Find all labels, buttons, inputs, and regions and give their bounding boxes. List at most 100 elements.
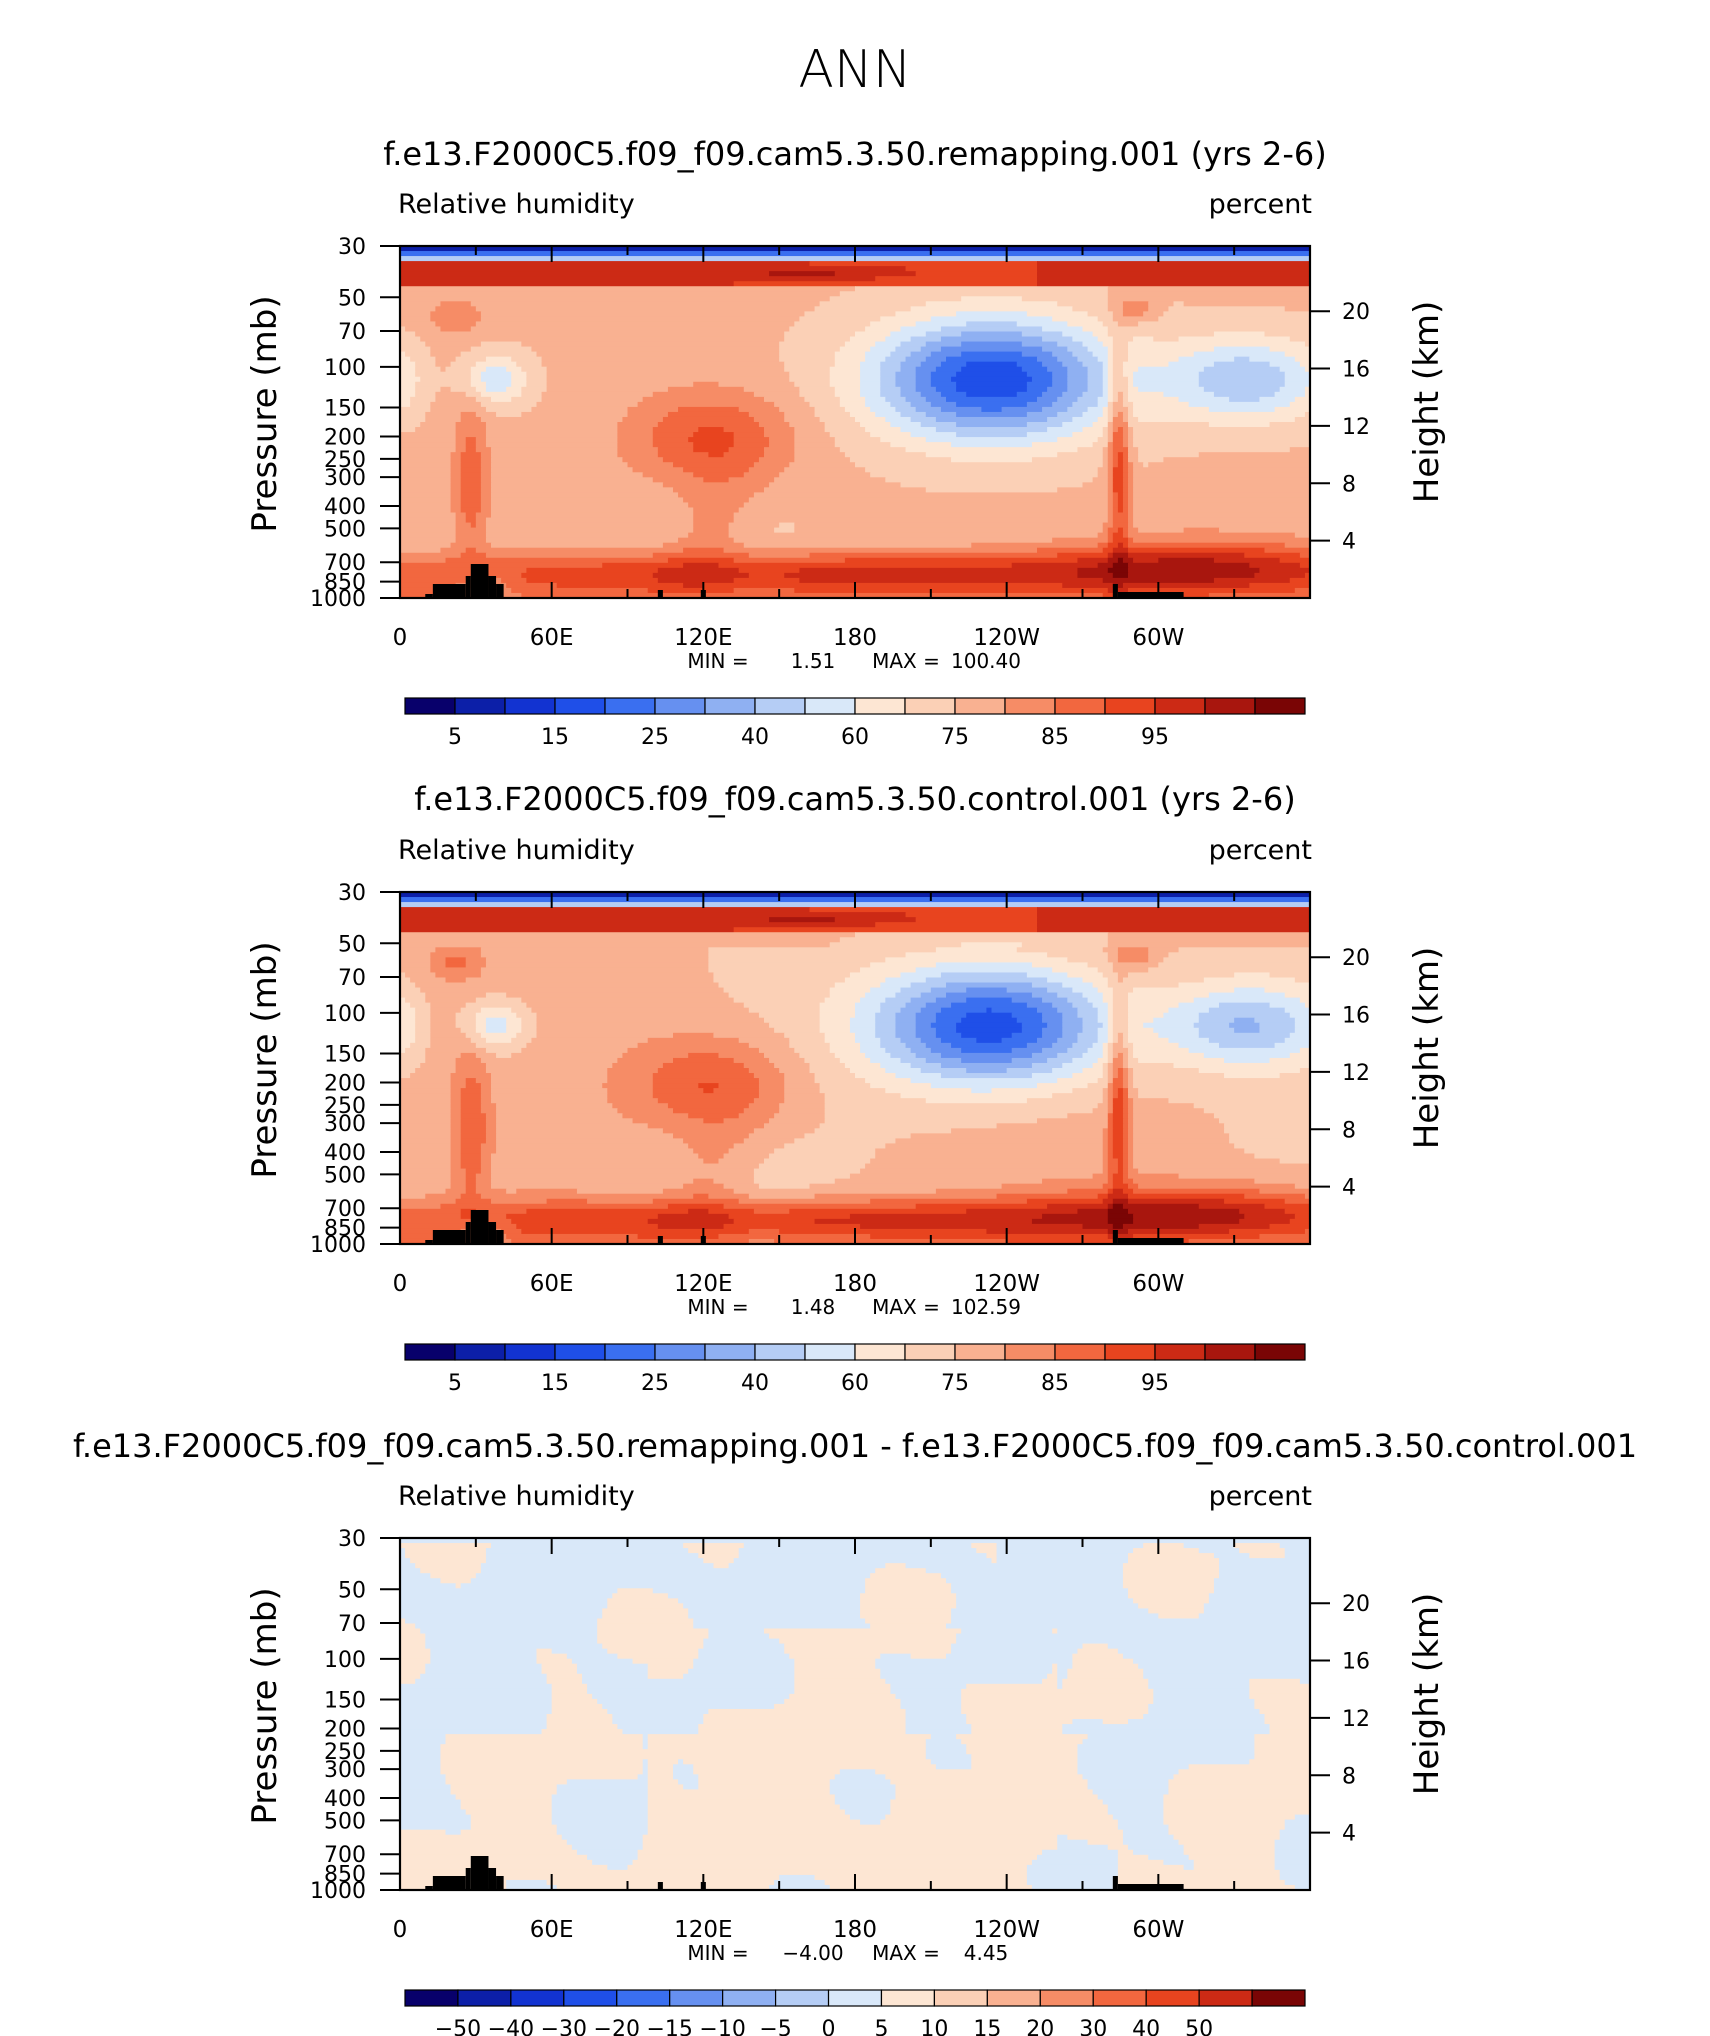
contour-cell — [966, 1208, 1079, 1215]
contour-cell — [455, 1583, 462, 1589]
contour-cell — [1168, 1829, 1281, 1836]
contour-cell — [829, 1789, 897, 1796]
colorbar-label: −5 — [759, 2017, 791, 2036]
contour-cell — [1112, 517, 1129, 524]
contour-cell — [844, 557, 1079, 564]
contour-cell — [774, 1027, 821, 1034]
contour-cell — [460, 1213, 477, 1220]
contour-cell — [935, 1027, 957, 1034]
contour-cell — [491, 1088, 608, 1094]
contour-cell — [814, 1218, 1033, 1225]
contour-cell — [1122, 1578, 1215, 1584]
contour-cell — [849, 1173, 1094, 1180]
contour-cell — [1133, 1218, 1240, 1225]
contour-cell — [683, 1784, 699, 1791]
contour-cell — [1117, 507, 1124, 514]
contour-cell — [526, 371, 548, 378]
contour-cell — [1133, 1213, 1245, 1220]
contour-cell — [753, 416, 785, 423]
contour-cell — [1107, 477, 1114, 483]
contour-cell — [541, 1663, 578, 1670]
contour-cell — [1112, 1879, 1286, 1886]
contour-cell — [925, 1568, 1124, 1574]
colorbar-label: −10 — [699, 2017, 745, 2036]
contour-cell — [521, 1228, 750, 1235]
contour-cell — [551, 1814, 649, 1821]
contour-cell — [925, 331, 962, 338]
contour-cell — [647, 1774, 674, 1780]
contour-cell — [1122, 411, 1129, 418]
contour-cell — [1107, 1203, 1114, 1210]
contour-cell — [1274, 1859, 1311, 1866]
contour-cell — [930, 381, 957, 388]
contour-cell — [885, 1047, 912, 1054]
contour-cell — [400, 1854, 588, 1861]
contour-cell — [480, 1168, 492, 1175]
contour-cell — [764, 1628, 962, 1635]
contour-cell — [1203, 977, 1296, 984]
contour-cell — [1057, 1673, 1068, 1680]
contour-cell — [460, 482, 482, 488]
contour-cell — [814, 1078, 866, 1084]
contour-cell — [1284, 376, 1311, 383]
contour-cell — [1304, 1193, 1311, 1200]
contour-cell — [622, 416, 664, 423]
contour-cell — [1299, 361, 1311, 368]
contour-cell — [1112, 1057, 1124, 1064]
contour-cell — [1163, 957, 1311, 963]
contour-cell — [1122, 427, 1129, 433]
contour-cell — [784, 1648, 952, 1655]
contour-cell — [642, 1834, 1058, 1841]
contour-cell — [485, 432, 618, 438]
contour-cell — [465, 1809, 553, 1816]
contour-cell — [642, 1764, 649, 1770]
contour-cell — [1057, 992, 1084, 999]
contour-cell — [1133, 1849, 1185, 1856]
contour-cell — [1037, 271, 1311, 277]
contour-cell — [485, 386, 507, 393]
contour-cell — [1067, 366, 1089, 373]
contour-cell — [597, 1628, 709, 1635]
contour-cell — [971, 1759, 1079, 1765]
contour-cell — [956, 1027, 1023, 1034]
contour-cell — [662, 416, 755, 423]
terrain-block — [470, 564, 489, 598]
contour-cell — [733, 537, 1053, 544]
contour-cell — [991, 1558, 998, 1564]
contour-cell — [541, 356, 780, 363]
contour-cell — [415, 381, 472, 388]
contour-cell — [693, 447, 730, 453]
contour-cell — [460, 1113, 487, 1119]
contour-cell — [1163, 1814, 1296, 1821]
contour-cell — [1097, 562, 1114, 569]
contour-cell — [986, 1007, 993, 1014]
contour-cell — [420, 376, 472, 383]
contour-cell — [657, 1098, 755, 1104]
contour-cell — [1128, 396, 1180, 403]
contour-cell — [415, 1037, 431, 1044]
y2-axis-label: Height (km) — [1407, 947, 1447, 1150]
contour-cell — [592, 1859, 634, 1866]
contour-cell — [506, 386, 522, 393]
contour-cell — [865, 396, 886, 403]
colorbar-swatch — [404, 1343, 456, 1361]
contour-cell — [1279, 1874, 1311, 1881]
contour-cell — [1107, 1083, 1114, 1089]
contour-cell — [612, 1062, 664, 1069]
contour-cell — [1037, 917, 1311, 923]
contour-cell — [764, 427, 795, 433]
colorbar-label: 75 — [941, 1371, 969, 1396]
contour-cell — [465, 447, 477, 453]
contour-cell — [1067, 997, 1089, 1004]
contour-cell — [1117, 1168, 1124, 1175]
contour-cell — [1128, 537, 1134, 544]
contour-cell — [839, 291, 1109, 297]
contour-cell — [415, 1563, 482, 1569]
variable-label: Relative humidity — [398, 835, 635, 866]
contour-cell — [450, 492, 462, 499]
contour-cell — [849, 972, 902, 979]
contour-cell — [485, 1037, 512, 1044]
contour-cell — [764, 432, 795, 438]
contour-cell — [880, 1819, 1119, 1826]
stats-min-label: MIN = — [687, 649, 748, 673]
